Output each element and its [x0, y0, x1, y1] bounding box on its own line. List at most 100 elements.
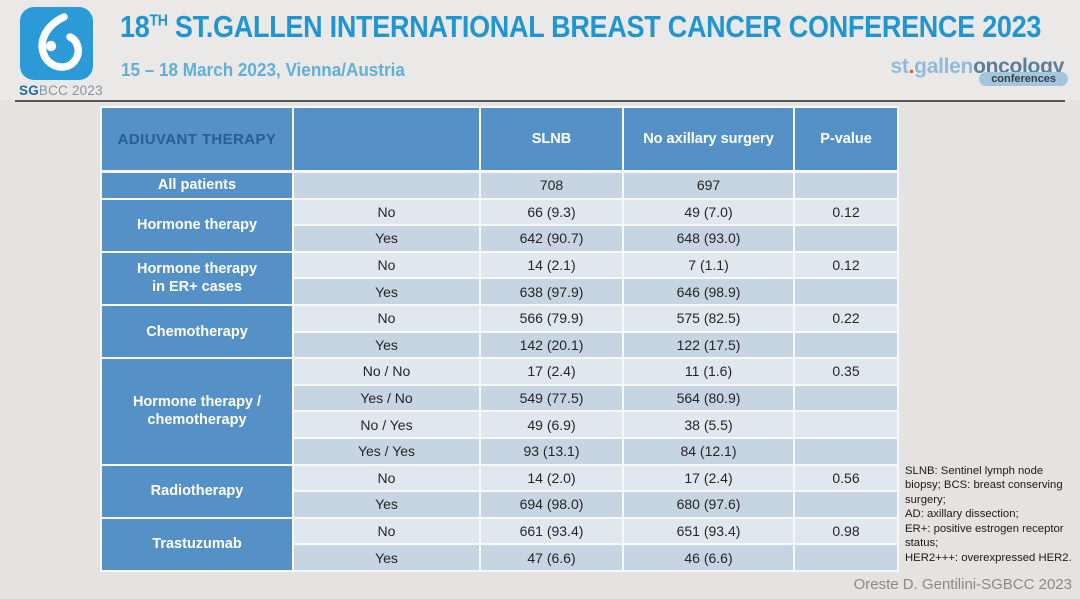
conference-title: 18TH ST.GALLEN INTERNATIONAL BREAST CANC…: [120, 8, 1080, 45]
cell-slnb: 66 (9.3): [481, 199, 622, 225]
cell-no-axillary-surgery: 564 (80.9): [624, 385, 793, 411]
header-cell-adiuvant-therapy: ADIUVANT THERAPY: [102, 108, 292, 170]
cell-no-axillary-surgery: 49 (7.0): [624, 199, 793, 225]
cell-no-axillary-surgery: 17 (2.4): [624, 465, 793, 491]
cell-no-axillary-surgery: 46 (6.6): [624, 545, 793, 570]
table-row: Yes 642 (90.7) 648 (93.0): [294, 226, 897, 251]
cell-subcategory: Yes: [294, 279, 479, 304]
table-row: No 14 (2.1) 7 (1.1) 0.12: [294, 252, 897, 278]
cell-slnb: 661 (93.4): [481, 518, 622, 544]
cell-subcategory: No: [294, 518, 479, 544]
cell-pvalue: 0.35: [795, 359, 897, 384]
cell-pvalue: 0.12: [795, 252, 897, 278]
table-row: Yes / Yes 93 (13.1) 84 (12.1): [294, 438, 897, 464]
table-row: No 566 (79.9) 575 (82.5) 0.22: [294, 305, 897, 331]
cell-subcategory: Yes: [294, 332, 479, 358]
cell-subcategory: No: [294, 252, 479, 278]
conferences-badge: conferences: [979, 72, 1068, 86]
cell-pvalue: [795, 545, 897, 570]
cell-no-axillary-surgery: 697: [624, 173, 793, 198]
cell-subcategory: No / No: [294, 359, 479, 384]
title-number: 18: [120, 9, 150, 44]
cell-pvalue: [795, 385, 897, 411]
row-group-label: Hormone therapy in ER+ cases: [102, 252, 292, 304]
abbreviations-footnote: SLNB: Sentinel lymph node biopsy; BCS: b…: [905, 465, 1072, 564]
cell-no-axillary-surgery: 648 (93.0): [624, 226, 793, 251]
cell-pvalue: 0.22: [795, 305, 897, 331]
cell-slnb: 566 (79.9): [481, 305, 622, 331]
table-row: No / No 17 (2.4) 11 (1.6) 0.35: [294, 359, 897, 384]
cell-subcategory: Yes / No: [294, 385, 479, 411]
table-row: No 66 (9.3) 49 (7.0) 0.12: [294, 199, 897, 225]
cell-pvalue: [795, 226, 897, 251]
wordmark-dot: .: [908, 55, 915, 78]
cell-pvalue: [795, 279, 897, 304]
cell-subcategory: Yes / Yes: [294, 438, 479, 464]
cell-pvalue: 0.12: [795, 199, 897, 225]
cell-pvalue: 0.98: [795, 518, 897, 544]
table-row-group: Hormone therapy in ER+ cases No 14 (2.1) 7 …: [102, 252, 897, 304]
table-row-group: All patients 708 697: [102, 173, 897, 198]
table-row: No 661 (93.4) 651 (93.4) 0.98: [294, 518, 897, 544]
sgbcc-logo-caption: SGBCC 2023: [19, 83, 103, 98]
cell-no-axillary-surgery: 646 (98.9): [624, 279, 793, 304]
table-row-group: Hormone therapy No 66 (9.3) 49 (7.0) 0.12 Yes…: [102, 199, 897, 251]
table-row: Yes 47 (6.6) 46 (6.6): [294, 545, 897, 570]
logo-caption-bold: SG: [19, 83, 39, 98]
cell-slnb: 638 (97.9): [481, 279, 622, 304]
cell-slnb: 694 (98.0): [481, 492, 622, 517]
cell-no-axillary-surgery: 38 (5.5): [624, 412, 793, 437]
row-group-label: Radiotherapy: [102, 465, 292, 517]
cell-slnb: 642 (90.7): [481, 226, 622, 251]
wordmark-gallen: gallen: [914, 55, 974, 78]
cell-no-axillary-surgery: 680 (97.6): [624, 492, 793, 517]
cell-slnb: 142 (20.1): [481, 332, 622, 358]
cell-pvalue: [795, 492, 897, 517]
cell-pvalue: [795, 412, 897, 437]
header-divider-line: [15, 100, 1065, 102]
cell-slnb: 14 (2.1): [481, 252, 622, 278]
row-group-label: Trastuzumab: [102, 518, 292, 570]
title-text: ST.GALLEN INTERNATIONAL BREAST CANCER CO…: [167, 9, 1042, 44]
cell-slnb: 47 (6.6): [481, 545, 622, 570]
cell-subcategory: [294, 173, 479, 198]
cell-subcategory: No / Yes: [294, 412, 479, 437]
cell-no-axillary-surgery: 84 (12.1): [624, 438, 793, 464]
row-group-label: All patients: [102, 173, 292, 198]
row-group-label: Hormone therapy: [102, 199, 292, 251]
cell-no-axillary-surgery: 651 (93.4): [624, 518, 793, 544]
cell-slnb: 17 (2.4): [481, 359, 622, 384]
header-cell-pvalue: P-value: [795, 108, 897, 170]
cell-subcategory: Yes: [294, 226, 479, 251]
cell-subcategory: No: [294, 465, 479, 491]
cell-no-axillary-surgery: 7 (1.1): [624, 252, 793, 278]
cell-pvalue: [795, 173, 897, 198]
wordmark-st: st: [890, 55, 909, 78]
cell-subcategory: Yes: [294, 492, 479, 517]
row-group-label: Chemotherapy: [102, 305, 292, 358]
cell-slnb: 49 (6.9): [481, 412, 622, 437]
header-cell-slnb: SLNB: [481, 108, 622, 170]
header-band: [0, 0, 1080, 100]
cell-subcategory: No: [294, 305, 479, 331]
table-row-group: Chemotherapy No 566 (79.9) 575 (82.5) 0.22 Ye…: [102, 305, 897, 358]
cell-pvalue: [795, 438, 897, 464]
table-row: Yes / No 549 (77.5) 564 (80.9): [294, 385, 897, 411]
table-row: Yes 638 (97.9) 646 (98.9): [294, 279, 897, 304]
table-row: Yes 694 (98.0) 680 (97.6): [294, 492, 897, 517]
table-header-row: ADIUVANT THERAPY SLNB No axillary surger…: [102, 108, 897, 170]
cell-slnb: 708: [481, 173, 622, 198]
cell-pvalue: 0.56: [795, 465, 897, 491]
row-group-label: Hormone therapy / chemotherapy: [102, 359, 292, 464]
table-row: 708 697: [294, 173, 897, 198]
header-cell-no-axillary-surgery: No axillary surgery: [624, 108, 793, 170]
table-row: Yes 142 (20.1) 122 (17.5): [294, 332, 897, 358]
breast-brushstroke-icon: [38, 13, 82, 71]
table-body: All patients 708 697 Hormone therapy No 66 (9…: [102, 173, 897, 570]
header-cell-subcategory: [294, 108, 479, 170]
cell-slnb: 93 (13.1): [481, 438, 622, 464]
cell-slnb: 14 (2.0): [481, 465, 622, 491]
table-row-group: Hormone therapy / chemotherapy No / No 17 …: [102, 359, 897, 464]
table-row: No / Yes 49 (6.9) 38 (5.5): [294, 412, 897, 437]
cell-pvalue: [795, 332, 897, 358]
